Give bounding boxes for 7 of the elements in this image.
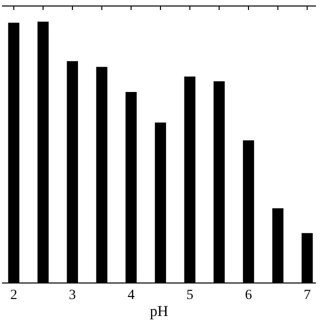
- x-tick-label: 2: [10, 288, 18, 303]
- x-tick-label: 7: [304, 288, 311, 303]
- x-tick-label: 4: [128, 288, 135, 303]
- x-axis-title: pH: [150, 304, 168, 320]
- x-tick-label: 3: [68, 288, 76, 303]
- x-tick-label: 6: [245, 288, 252, 303]
- x-tick-label: 5: [186, 288, 194, 303]
